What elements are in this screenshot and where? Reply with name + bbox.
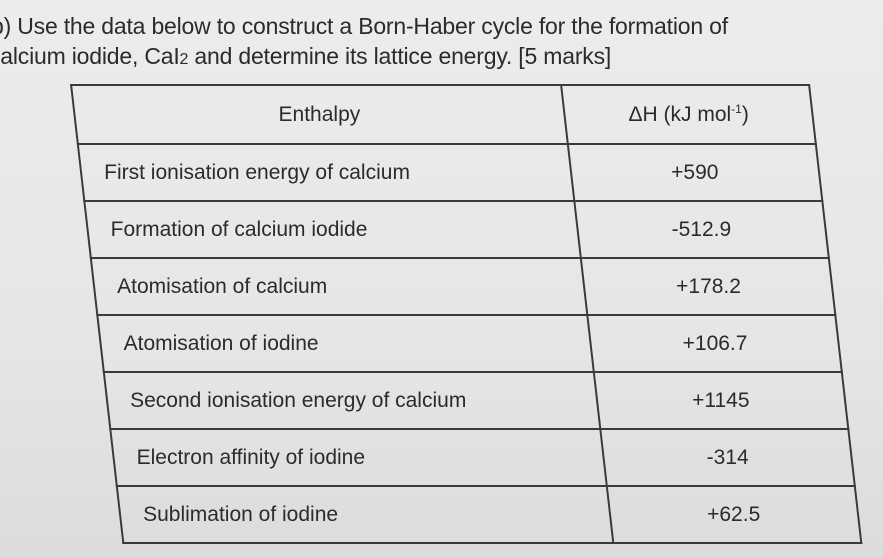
header-delta-h: ΔH (kJ mol-1) (561, 85, 816, 144)
enthalpy-label: Sublimation of iodine (143, 502, 339, 526)
value-cell: +1145 (593, 372, 849, 429)
enthalpy-cell: Sublimation of iodine (116, 486, 614, 543)
enthalpy-value: +590 (671, 160, 719, 184)
table-row: Atomisation of calcium +178.2 (90, 258, 836, 315)
table-row: Sublimation of iodine +62.5 (116, 486, 862, 543)
enthalpy-cell: Second ionisation energy of calcium (103, 372, 601, 429)
enthalpy-value: +178.2 (675, 274, 741, 298)
enthalpy-value: +1145 (692, 388, 750, 412)
header-label: Enthalpy (278, 102, 361, 126)
enthalpy-label: First ionisation energy of calcium (104, 160, 410, 184)
superscript: -1 (730, 102, 742, 116)
enthalpy-value: +62.5 (707, 502, 761, 526)
enthalpy-cell: Formation of calcium iodide (84, 201, 581, 258)
enthalpy-label: Formation of calcium iodide (110, 217, 368, 241)
table-row: First ionisation energy of calcium +590 (77, 144, 823, 201)
enthalpy-cell: First ionisation energy of calcium (77, 144, 575, 201)
value-cell: +106.7 (587, 315, 842, 372)
enthalpy-value: -314 (706, 445, 749, 469)
table-row: Second ionisation energy of calcium +1145 (103, 372, 849, 429)
enthalpy-cell: Atomisation of iodine (97, 315, 594, 372)
enthalpy-table: Enthalpy ΔH (kJ mol-1) First ionisation … (70, 84, 862, 544)
value-cell: -512.9 (574, 201, 829, 258)
enthalpy-cell: Electron affinity of iodine (110, 429, 607, 486)
subscript: 2 (179, 51, 189, 68)
table-header-row: Enthalpy ΔH (kJ mol-1) (71, 85, 816, 144)
header-label: ΔH (kJ mol-1) (628, 102, 748, 127)
table-row: Electron affinity of iodine -314 (110, 429, 855, 486)
header-enthalpy: Enthalpy (71, 85, 568, 144)
header-text: ) (741, 103, 749, 126)
enthalpy-cell: Atomisation of calcium (90, 258, 588, 315)
value-cell: +62.5 (606, 486, 862, 543)
header-text: ΔH (kJ mol (628, 103, 731, 126)
value-cell: +178.2 (580, 258, 836, 315)
question-line-1: b) Use the data below to construct a Bor… (0, 13, 728, 39)
enthalpy-value: -512.9 (671, 217, 732, 241)
value-cell: -314 (600, 429, 855, 486)
value-cell: +590 (567, 144, 823, 201)
enthalpy-label: Atomisation of iodine (123, 331, 319, 355)
question-text: and determine its lattice energy. [5 mar… (188, 43, 612, 69)
enthalpy-label: Atomisation of calcium (117, 274, 328, 298)
enthalpy-label: Second ionisation energy of calcium (130, 388, 467, 412)
question-line-2: calcium iodide, CaI2 and determine its l… (0, 43, 611, 70)
enthalpy-label: Electron affinity of iodine (136, 445, 365, 469)
table-row: Atomisation of iodine +106.7 (97, 315, 842, 372)
table-row: Formation of calcium iodide -512.9 (84, 201, 829, 258)
enthalpy-value: +106.7 (682, 331, 747, 355)
question-text: calcium iodide, CaI (0, 43, 180, 69)
